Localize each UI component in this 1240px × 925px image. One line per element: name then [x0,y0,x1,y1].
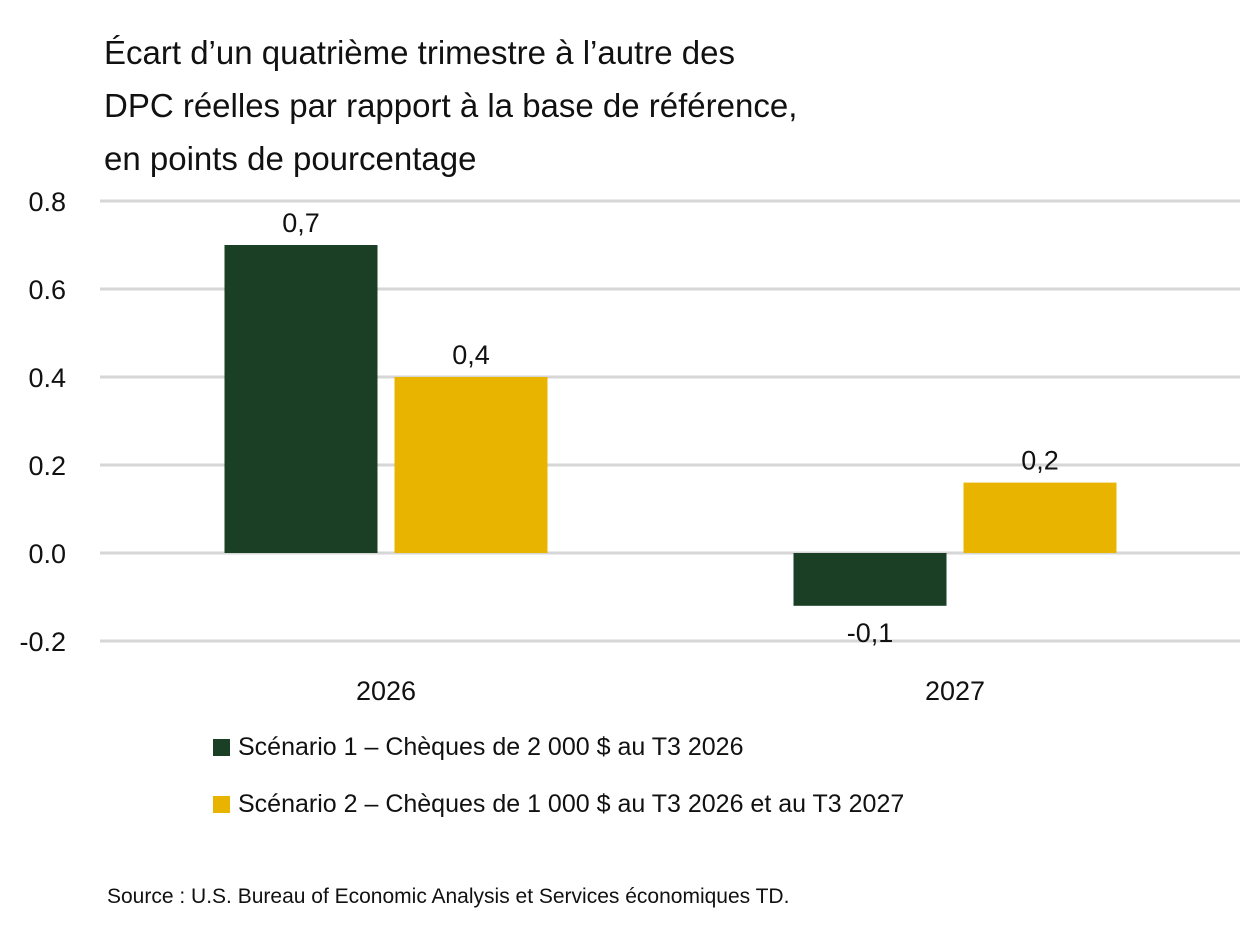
data-label: -0,1 [847,618,894,648]
legend-swatch [213,739,230,756]
legend-item-series-2: Scénario 2 – Chèques de 1 000 $ au T3 20… [213,790,904,819]
y-tick-label: 0.2 [28,451,66,481]
legend-label: Scénario 2 – Chèques de 1 000 $ au T3 20… [238,790,905,818]
data-label: 0,4 [452,340,490,370]
chart-title: Écart d’un quatrième trimestre à l’autre… [104,26,797,185]
y-tick-label: 0.6 [28,275,66,305]
data-label: 0,2 [1021,446,1059,476]
bar [793,553,947,606]
x-tick-label: 2026 [356,676,416,706]
title-line: en points de pourcentage [104,140,477,177]
legend-item-series-1: Scénario 1 – Chèques de 2 000 $ au T3 20… [213,733,743,762]
title-line: DPC réelles par rapport à la base de réf… [104,87,798,124]
y-tick-label: -0.2 [19,627,66,657]
bar [394,377,548,553]
title-line: Écart d’un quatrième trimestre à l’autre… [104,34,735,71]
y-tick-label: 0.4 [28,363,66,393]
y-tick-label: 0.8 [28,187,66,217]
legend-swatch [213,796,230,813]
data-label: 0,7 [282,208,320,238]
x-tick-label: 2027 [925,676,985,706]
y-tick-label: 0.0 [28,539,66,569]
legend-label: Scénario 1 – Chèques de 2 000 $ au T3 20… [238,733,744,761]
bar [963,482,1117,553]
bar [224,245,378,553]
source-note: Source : U.S. Bureau of Economic Analysi… [107,885,790,908]
